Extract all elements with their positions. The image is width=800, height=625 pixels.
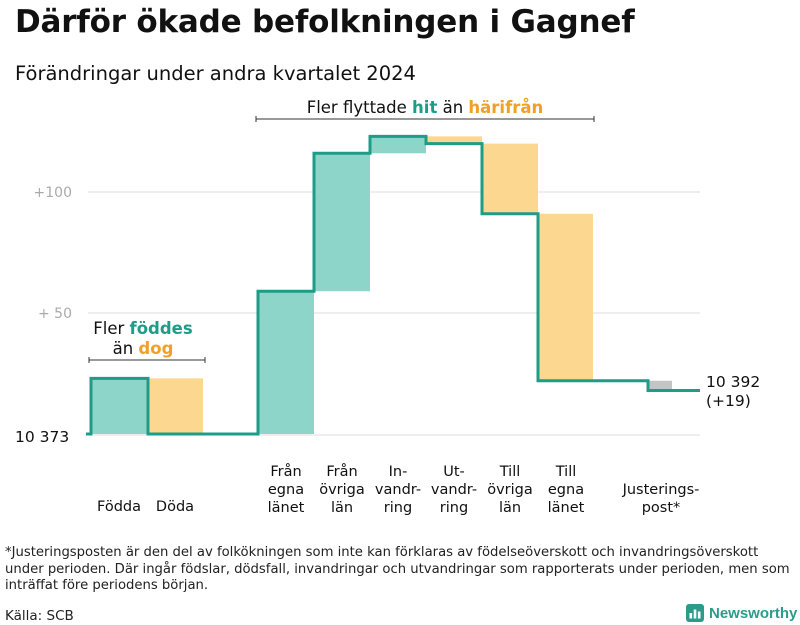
births-annotation-line2: än dog bbox=[113, 339, 174, 358]
category-label: Justerings-post* bbox=[622, 482, 700, 516]
category-label: Till egna länet bbox=[548, 464, 585, 516]
bar-5 bbox=[370, 136, 426, 154]
bar-3 bbox=[258, 291, 314, 434]
bar-7 bbox=[482, 143, 538, 214]
category-label: Döda bbox=[156, 499, 194, 515]
bar-9 bbox=[648, 380, 672, 391]
births-bracket bbox=[88, 357, 206, 363]
category-label: Från övriga län bbox=[319, 463, 365, 516]
category-label: Födda bbox=[97, 499, 141, 515]
start-value-label: 10 373 bbox=[15, 428, 69, 446]
category-label: Ut-vandr-ring bbox=[431, 464, 477, 516]
bar-6 bbox=[426, 136, 482, 144]
brand-name: Newsworthy bbox=[709, 604, 798, 622]
bar-1 bbox=[91, 378, 147, 434]
bar-4 bbox=[314, 153, 370, 292]
end-value-label: 10 392 bbox=[706, 373, 760, 391]
footnote: *Justeringsposten är den del av folkökni… bbox=[5, 545, 790, 593]
category-label: Till övriga län bbox=[487, 464, 533, 516]
category-label: In-vandr-ring bbox=[375, 464, 421, 516]
brand: Newsworthy bbox=[686, 604, 797, 622]
end-change-label: (+19) bbox=[706, 392, 751, 410]
source-label: Källa: SCB bbox=[5, 608, 74, 624]
migration-annotation: Fler flyttade hit än härifrån bbox=[307, 98, 544, 117]
chart-title: Därför ökade befolkningen i Gagnef bbox=[15, 4, 635, 40]
waterfall-chart: + 50 +100 10 373 10 392(+19) Födda Döda Från eg… bbox=[15, 98, 760, 516]
bar-8 bbox=[538, 213, 593, 381]
category-label: Från egna länet bbox=[268, 463, 305, 516]
bar-chart-logo-icon bbox=[686, 604, 704, 622]
cumulative-step-line bbox=[86, 134, 700, 436]
y-tick-label: +100 bbox=[34, 185, 72, 201]
chart-subtitle: Förändringar under andra kvartalet 2024 bbox=[15, 62, 416, 85]
births-annotation-line1: Fler föddes bbox=[93, 319, 193, 338]
bar-2 bbox=[148, 378, 203, 434]
migration-bracket bbox=[255, 116, 595, 122]
y-tick-label: + 50 bbox=[38, 306, 72, 322]
